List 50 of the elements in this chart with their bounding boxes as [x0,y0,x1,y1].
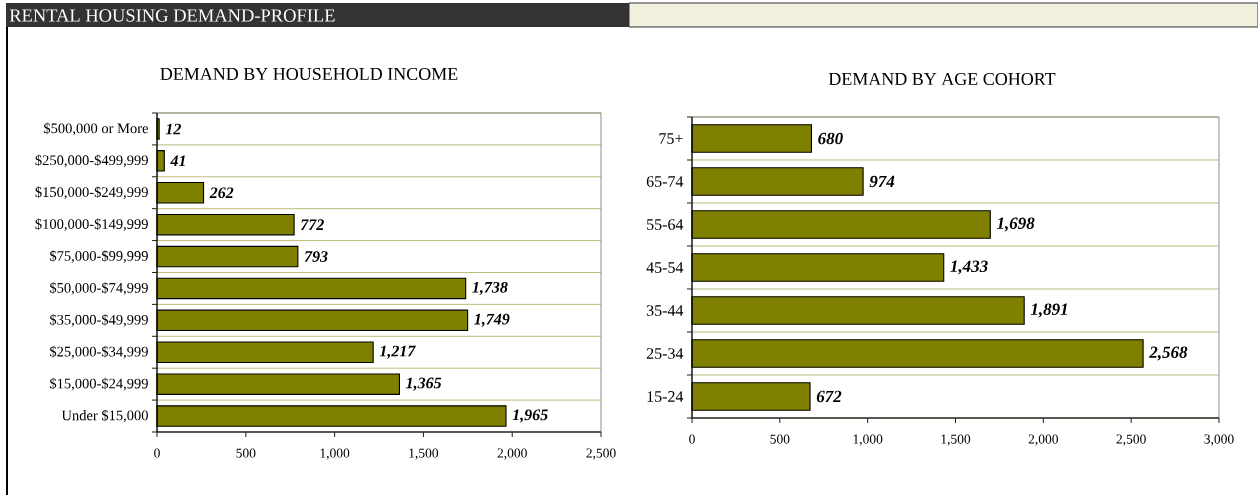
data-label: 1,217 [379,345,416,359]
data-label: 12 [165,123,181,135]
data-label: 974 [869,175,895,188]
x-tick-label: 2,000 [1028,434,1059,446]
y-tick-label: 45-54 [646,262,684,273]
x-tick-label: 1,500 [941,434,971,446]
x-tick-label: 0 [689,434,695,444]
data-label: 1,891 [1030,303,1067,318]
x-tick-label: 3,000 [1204,434,1234,446]
data-label: 1,749 [474,313,510,327]
x-tick-label: 2,500 [1116,434,1146,446]
y-tick-label: $15,000-$24,999 [50,377,148,391]
data-label: 672 [816,390,842,403]
data-label: 1,365 [406,377,442,391]
y-tick-label: 35-44 [646,305,684,316]
y-tick-label: 15-24 [647,391,684,402]
data-label: 1,738 [472,281,508,295]
data-label: 793 [304,251,328,262]
x-tick-label: 500 [236,448,256,458]
x-tick-label: 1,000 [320,448,350,460]
data-label: 680 [818,132,843,145]
y-tick-label: $25,000-$34,999 [50,345,148,359]
y-tick-label: Under $15,000 [61,409,148,423]
data-label: 41 [170,155,185,167]
chart-title: DEMAND BY AGE COHORT [828,72,1056,86]
y-tick-label: $150,000-$249,999 [35,186,148,200]
y-tick-label: $500,000 or More [44,122,148,136]
y-tick-label: $35,000-$49,999 [50,313,148,327]
y-tick-label: $100,000-$149,999 [35,218,148,231]
x-tick-label: 0 [154,448,160,458]
y-tick-label: 25-34 [646,348,684,359]
x-tick-label: 1,000 [853,434,883,446]
chart-title: DEMAND BY HOUSEHOLD INCOME [160,67,458,81]
data-label: 1,433 [950,260,988,275]
data-label: 772 [300,219,324,230]
x-tick-label: 500 [770,434,790,444]
y-tick-label: $250,000-$499,999 [35,154,148,168]
y-tick-label: $75,000-$99,999 [50,250,148,263]
x-tick-label: 2,500 [586,448,616,460]
y-tick-label: 75+ [659,133,683,144]
data-label: 2,568 [1149,346,1188,361]
data-label: 1,965 [512,409,548,423]
data-label: 262 [209,187,234,199]
y-tick-label: 65-74 [646,176,684,187]
y-tick-label: 55-64 [647,219,684,230]
text: RENTAL HOUSING DEMAND-PROFILE [9,9,335,22]
x-tick-label: 2,000 [497,448,527,460]
x-tick-label: 1,500 [409,448,439,460]
data-label: 1,698 [996,217,1035,232]
y-tick-label: $50,000-$74,999 [50,282,148,295]
